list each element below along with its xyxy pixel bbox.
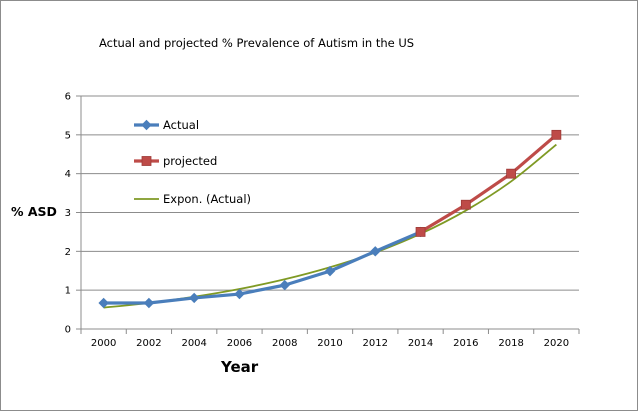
y-tick-label: 2	[65, 247, 71, 258]
y-tick-label: 6	[65, 92, 71, 103]
data-point-diamond	[188, 292, 200, 304]
data-point-diamond	[370, 246, 381, 257]
x-tick-label: 2016	[453, 338, 478, 349]
x-tick-label: 2012	[363, 338, 388, 349]
series-line-expon-actual	[103, 143, 557, 309]
y-tick-label: 3	[65, 208, 71, 219]
legend: Actual projected Expon. (Actual)	[134, 118, 251, 206]
data-point-square	[141, 156, 152, 166]
data-point-diamond	[324, 265, 336, 277]
data-point-square	[506, 168, 516, 179]
x-tick-label: 2006	[227, 338, 252, 349]
data-point-square	[460, 199, 471, 210]
x-tick-label: 2002	[136, 338, 161, 349]
data-point-square	[551, 129, 562, 140]
x-tick-label: 2010	[317, 338, 342, 349]
y-tick-label: 5	[65, 130, 71, 141]
x-axis-label: Year	[220, 358, 259, 376]
y-tick-label: 1	[65, 286, 71, 297]
data-point-diamond	[141, 119, 152, 131]
data-point-diamond	[234, 288, 245, 300]
series-line-actual	[103, 230, 422, 305]
y-tick-label: 0	[65, 325, 71, 336]
x-tick-label: 2014	[408, 338, 433, 349]
series-line-projected	[419, 133, 558, 234]
data-point-square	[415, 227, 426, 237]
x-tick-label: 2000	[91, 338, 116, 349]
y-tick-label: 4	[65, 169, 71, 180]
data-point-diamond	[143, 297, 155, 309]
data-point-diamond	[98, 297, 109, 309]
legend-label: Expon. (Actual)	[163, 192, 251, 206]
legend-label: projected	[163, 154, 217, 168]
x-tick-label: 2020	[544, 338, 569, 349]
y-axis-label: % ASD	[11, 204, 57, 219]
x-tick-label: 2004	[181, 338, 206, 349]
data-point-diamond	[279, 279, 290, 291]
x-tick-label: 2018	[498, 338, 523, 349]
legend-label: Actual	[163, 118, 199, 132]
axes	[76, 95, 580, 334]
chart-title: Actual and projected % Prevalence of Aut…	[99, 36, 414, 50]
x-tick-labels: 2000 2002 2004 2006 2008 2010 2012 2014 2016 2018…	[91, 338, 569, 349]
gridlines	[81, 95, 579, 291]
y-tick-labels: 0 1 2 3 4 5 6	[65, 92, 71, 336]
x-tick-label: 2008	[272, 338, 297, 349]
series-layer	[98, 129, 562, 309]
